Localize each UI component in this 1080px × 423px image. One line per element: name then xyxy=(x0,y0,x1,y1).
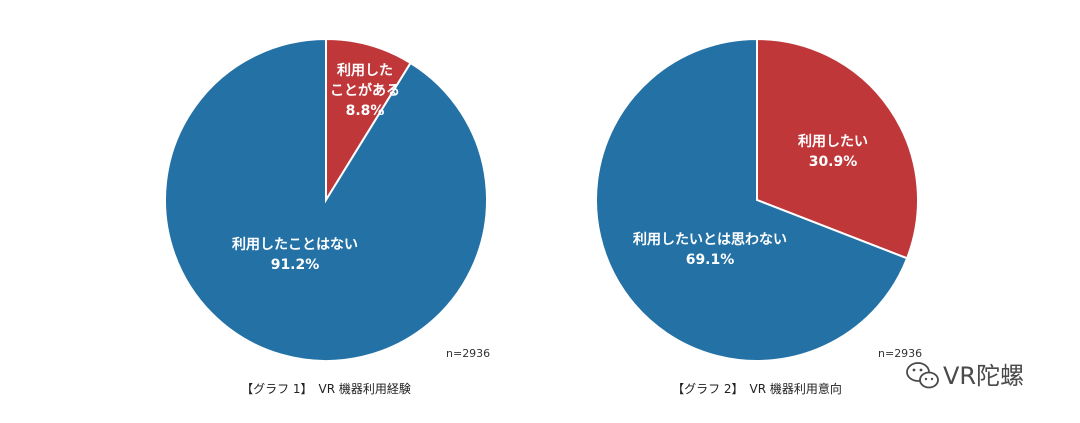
slice-value-label: 30.9% xyxy=(809,154,858,170)
wechat-icon xyxy=(906,362,939,389)
pie-slice xyxy=(595,37,909,362)
sample-size-label: n=2936 xyxy=(446,347,490,360)
slice-value-label: 8.8% xyxy=(346,103,385,119)
watermark: VR陀螺 xyxy=(906,362,1024,390)
slice-value-label: 69.1% xyxy=(686,252,735,268)
pie-slice xyxy=(756,37,919,260)
sample-size-label: n=2936 xyxy=(878,347,922,360)
pie-chart-usage-intention: 利用したい 30.9% 利用したいとは思わない 69.1% n=2936 【グラフ 2】 … xyxy=(595,37,922,396)
watermark-text: VR陀螺 xyxy=(943,362,1024,390)
slice-category-label: 利用したことはない xyxy=(232,236,358,253)
slice-category-label: 利用した xyxy=(337,62,393,79)
slice-value-label: 91.2% xyxy=(271,257,320,273)
slice-category-label: 利用したい xyxy=(798,133,868,150)
slice-category-label: 利用したいとは思わない xyxy=(633,231,787,248)
chart-caption: 【グラフ 1】 VR 機器利用経験 xyxy=(241,381,411,396)
pie-slice xyxy=(325,37,412,204)
slice-category-label: ことがある xyxy=(330,82,400,99)
chart-caption: 【グラフ 2】 VR 機器利用意向 xyxy=(672,381,842,396)
pie-slice xyxy=(164,37,488,362)
